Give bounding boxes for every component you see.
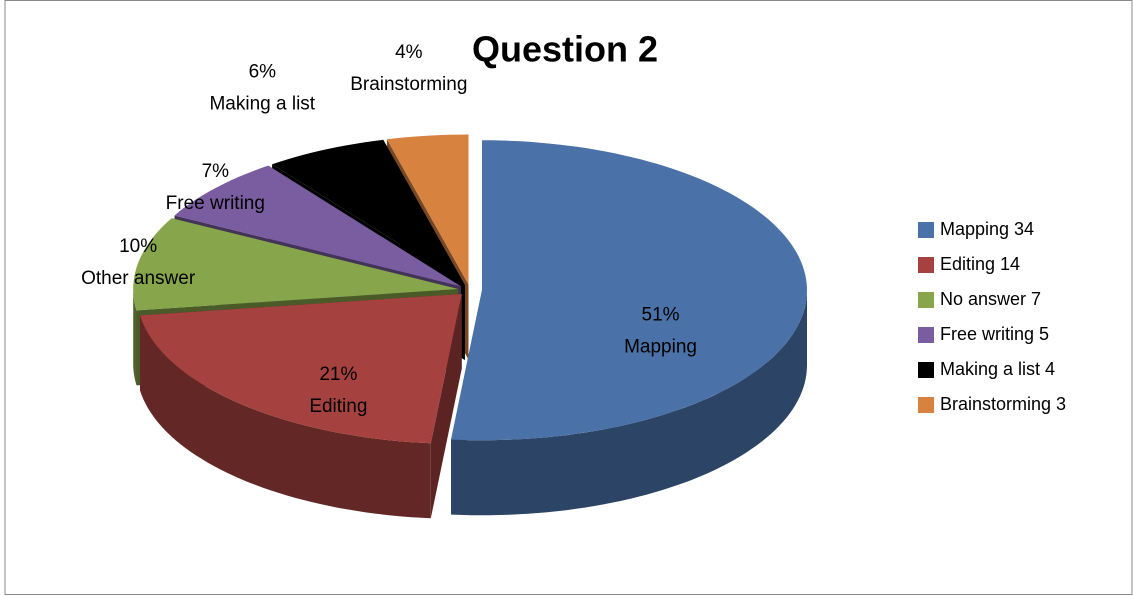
- legend-label: Editing 14: [940, 254, 1020, 274]
- data-label-name: Mapping: [624, 337, 697, 358]
- legend-label: Making a list 4: [940, 359, 1055, 379]
- data-label-name: Brainstorming: [350, 74, 467, 95]
- legend-label: Free writing 5: [940, 324, 1049, 344]
- slice-side: [140, 315, 431, 519]
- slice: [133, 218, 459, 311]
- data-label-name: Other answer: [81, 268, 196, 289]
- slice-side: [133, 289, 137, 386]
- slice: [451, 140, 807, 441]
- data-label: 10%: [119, 236, 157, 257]
- slice: [272, 139, 465, 285]
- legend-swatch: [918, 397, 934, 413]
- slice: [386, 134, 469, 285]
- data-label: 21%: [319, 364, 357, 385]
- legend-swatch: [918, 292, 934, 308]
- data-label: 51%: [642, 305, 680, 326]
- data-label: 4%: [395, 42, 423, 63]
- legend-swatch: [918, 327, 934, 343]
- legend-swatch: [918, 222, 934, 238]
- pie-tops: [133, 134, 807, 444]
- data-label-name: Editing: [309, 396, 367, 417]
- chart-title: Question 2: [472, 29, 658, 70]
- data-label: 7%: [202, 161, 230, 182]
- data-label-name: Free writing: [166, 193, 265, 214]
- legend-label: Mapping 34: [940, 219, 1034, 239]
- legend-label: No answer 7: [940, 289, 1041, 309]
- data-label: 6%: [249, 62, 277, 83]
- slice: [140, 294, 462, 444]
- legend-label: Brainstorming 3: [940, 394, 1066, 414]
- legend-swatch: [918, 362, 934, 378]
- data-label-name: Making a list: [209, 94, 315, 115]
- legend-swatch: [918, 257, 934, 273]
- slice-side: [451, 290, 807, 516]
- slice: [174, 165, 461, 287]
